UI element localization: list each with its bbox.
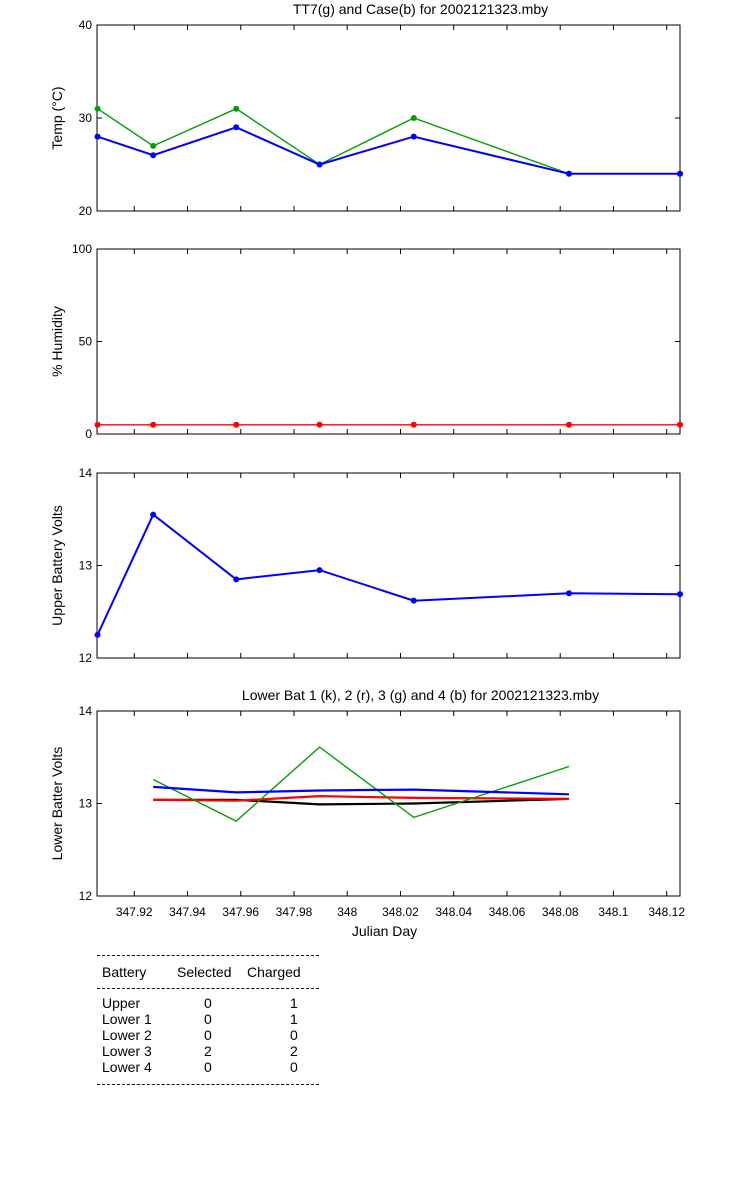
x-tick-label: 348.08 [542,905,579,919]
y-tick-label: 12 [79,651,93,665]
cell-battery: Lower 2 [102,1027,152,1043]
data-point [410,115,417,121]
series-line [153,794,570,802]
series-line [97,107,680,175]
data-point [150,511,157,518]
data-point [94,105,101,112]
table-row: Upper 0 1 [97,995,319,1011]
data-point [677,591,683,598]
data-point [233,576,240,583]
cell-selected: 0 [204,1059,212,1075]
series-line [152,746,570,822]
cell-selected: 2 [204,1043,212,1059]
data-point [316,567,323,574]
plot-frame [96,248,681,435]
cell-selected: 0 [204,1027,212,1043]
table-row: Lower 2 0 0 [97,1027,319,1043]
header-battery: Battery [102,964,147,980]
y-axis-label: Lower Batter Volts [49,747,65,861]
cell-charged: 0 [290,1027,298,1043]
table-header: Battery Selected Charged [97,956,319,988]
plot-frame [96,472,681,659]
y-tick-label: 13 [79,559,93,573]
cell-charged: 2 [290,1043,298,1059]
chart-title: TT7(g) and Case(b) for 2002121323.mby [293,1,548,17]
data-point [677,421,683,428]
y-tick-label: 0 [85,427,92,441]
data-point [233,421,240,428]
x-tick-label: 348.1 [598,905,628,919]
table-row: Lower 3 2 2 [97,1043,319,1059]
x-tick-label: 348 [337,905,357,919]
x-tick-label: 348.06 [489,905,526,919]
data-point [150,152,157,159]
table-body: Upper 0 1 Lower 1 0 1 Lower 2 0 0 Lower … [97,989,319,1084]
data-point [233,105,240,112]
cell-charged: 1 [290,1011,298,1027]
y-axis-label: Temp (°C) [49,86,65,149]
y-tick-label: 13 [79,797,93,811]
data-point [565,590,572,597]
table-row: Lower 4 0 0 [97,1059,319,1075]
data-point [150,142,157,149]
plot-frame [96,24,681,212]
y-tick-label: 40 [79,18,93,32]
header-charged: Charged [247,964,301,980]
data-point [565,170,572,177]
table-top-rule [97,955,319,956]
series-line [97,126,680,175]
y-tick-label: 30 [79,111,93,125]
x-tick-label: 348.02 [382,905,419,919]
cell-charged: 1 [290,995,298,1011]
y-tick-label: 14 [79,704,93,718]
x-tick-label: 347.96 [222,905,259,919]
cell-charged: 0 [290,1059,298,1075]
data-point [410,133,417,140]
data-point [677,170,683,177]
x-tick-label: 347.92 [116,905,153,919]
data-point [565,421,572,428]
chart-title: Lower Bat 1 (k), 2 (r), 3 (g) and 4 (b) … [242,687,599,703]
series-line [96,513,681,636]
data-point [94,421,101,428]
y-tick-label: 50 [79,335,93,349]
cell-battery: Upper [102,995,141,1011]
x-tick-label: 348.12 [648,905,685,919]
y-axis-label: % Humidity [49,306,65,377]
data-point [150,421,157,428]
y-axis-label: Upper Battery Volts [49,505,65,626]
cell-selected: 0 [204,995,212,1011]
cell-battery: Lower 3 [102,1043,152,1059]
x-tick-label: 348.04 [435,905,472,919]
plots-svg: 20 30 40 Temp (°C) TT7(g) and Case(b) for 20… [49,1,685,939]
data-point [233,124,240,131]
x-tick-label: 347.94 [169,905,206,919]
series-line [153,785,570,796]
data-point [316,421,323,428]
data-point [410,597,417,604]
data-point [94,631,101,638]
cell-battery: Lower 4 [102,1059,152,1075]
cell-battery: Lower 1 [102,1011,152,1027]
y-tick-label: 100 [72,242,92,256]
table-row: Lower 1 0 1 [97,1011,319,1027]
y-tick-label: 20 [79,204,93,218]
data-point [316,161,323,168]
y-tick-label: 14 [79,466,93,480]
x-tick-label: 347.98 [276,905,313,919]
data-point [410,421,417,428]
table-bottom-rule [97,1084,319,1085]
header-selected: Selected [177,964,232,980]
x-axis-label: Julian Day [352,923,417,939]
cell-selected: 0 [204,1011,212,1027]
battery-table: Battery Selected Charged Upper 0 1 Lower… [97,955,319,1085]
data-point [94,133,101,140]
table-mid-rule [97,988,319,989]
y-tick-label: 12 [79,889,93,903]
